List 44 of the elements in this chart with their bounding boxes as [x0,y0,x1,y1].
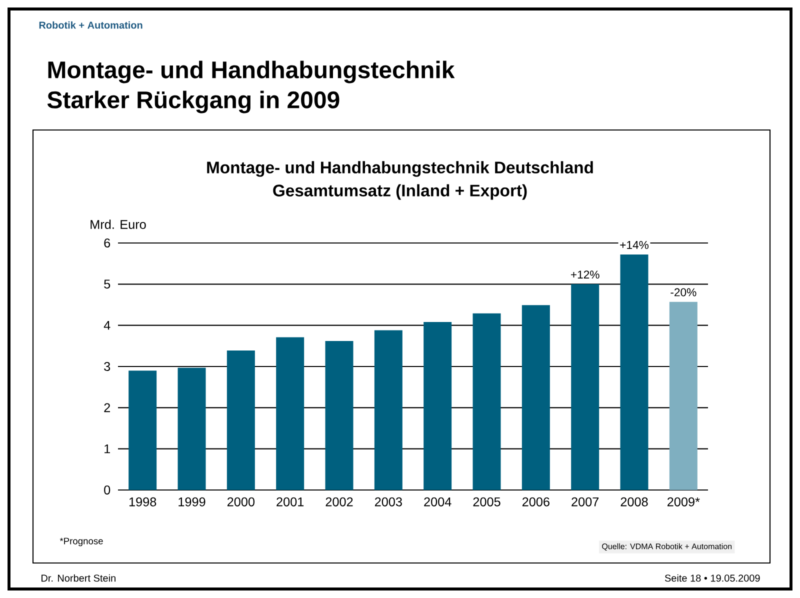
x-tick-label: 1999 [178,497,206,506]
x-tick-label: 2003 [374,497,402,506]
y-tick-label: 5 [104,280,110,289]
text: Montage- und Handhabungstechnik [48,60,455,84]
x-tick-label: 2001 [276,497,304,506]
bar [226,350,255,490]
annotation: -20% [670,288,696,296]
y-tick-label: 2 [104,403,110,412]
chart-title: Montage- und Handhabungstechnik Deutschland [207,161,593,177]
x-tick-label: 2004 [424,497,452,506]
x-tick-label: 2006 [522,497,550,506]
bar [424,322,452,490]
text: Seite 18 • 19.05.2009 [664,574,760,582]
bar [571,284,600,490]
bar [178,368,206,490]
source-note: Quelle: VDMA Robotik + Automation [602,543,732,551]
y-tick-label: 6 [104,238,110,248]
x-tick-label: 1998 [129,497,156,506]
text: Starker Rückgang in 2009 [47,90,340,114]
bar [325,340,354,490]
y-axis-title: Mrd. Euro [90,220,146,229]
y-tick-label: 0 [104,486,110,494]
x-tick-label: 2005 [473,497,500,506]
chart-subtitle: Gesamtumsatz (Inland + Export) [273,184,527,200]
y-tick-label: 4 [104,320,110,330]
bar [620,254,648,490]
x-tick-label: 2007 [572,497,599,506]
x-tick-label: 2002 [326,497,353,506]
text: Dr. Norbert Stein [42,574,116,582]
bar [472,313,501,490]
y-tick-label: 3 [104,362,110,371]
bar [522,305,550,490]
x-tick-label: 2000 [227,497,255,506]
text: *Prognose [60,538,103,546]
bar [128,370,157,490]
annotation: +12% [570,270,600,279]
text: Robotik + Automation [39,21,142,29]
x-tick-label: 2009* [667,497,700,506]
bar [374,330,402,490]
annotation: +14% [620,240,649,249]
bar [669,302,698,490]
y-tick-label: 1 [104,444,110,454]
bar [276,337,304,490]
x-tick-label: 2008 [620,497,648,506]
